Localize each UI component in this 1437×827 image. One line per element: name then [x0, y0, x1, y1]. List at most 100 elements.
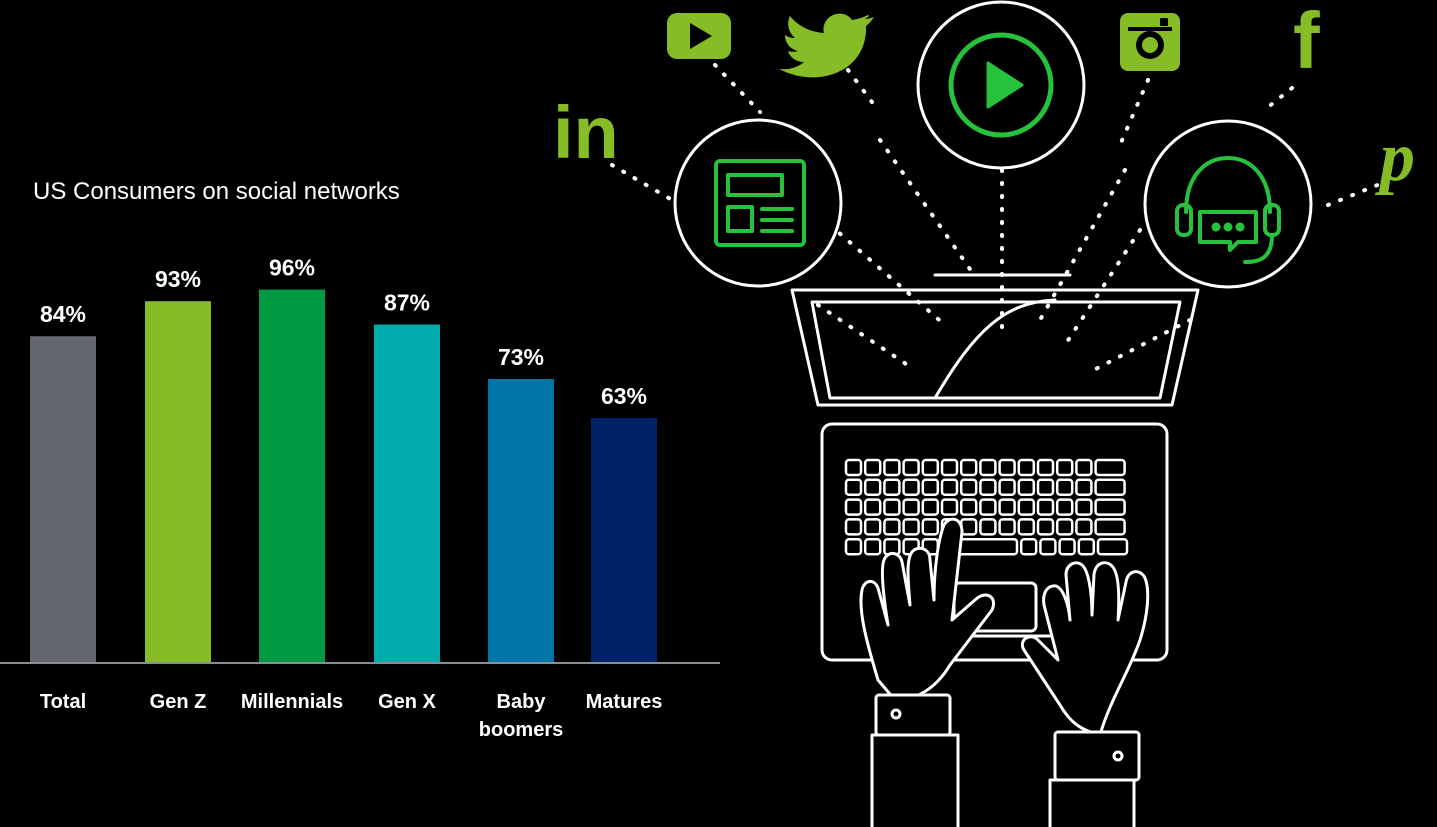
keyboard-key: [979, 478, 997, 497]
keyboard-key: [1036, 458, 1055, 477]
value-label: 63%: [601, 383, 647, 409]
keyboard-key: [1077, 537, 1096, 556]
keyboard-key: [844, 537, 863, 556]
keyboard-key: [1017, 498, 1036, 516]
pinterest-icon: p: [1375, 119, 1415, 196]
laptop-illustration: [610, 0, 1387, 827]
news-circle: [673, 118, 843, 288]
laptop-screen: [790, 273, 1200, 407]
bar-baby-boomers: [488, 379, 554, 663]
value-label: 87%: [384, 290, 430, 316]
keyboard-key: [921, 518, 940, 536]
value-label: 93%: [155, 266, 201, 292]
bar-total: [30, 336, 96, 663]
bar-gen-z: [145, 301, 211, 663]
youtube-icon: [667, 13, 731, 59]
keyboard-key: [1058, 537, 1076, 556]
keyboard-key: [1055, 518, 1074, 536]
keyboard-key: [1055, 498, 1074, 516]
play-circle: [916, 0, 1086, 170]
facebook-icon: f: [1293, 0, 1320, 85]
keyboard-key: [883, 458, 901, 477]
keyboard-key: [902, 458, 920, 477]
keyboard-key: [883, 498, 901, 516]
keyboard-key: [921, 498, 940, 516]
keyboard-key: [844, 518, 863, 536]
keyboard-key: [863, 537, 882, 556]
keyboard-key: [979, 458, 997, 477]
keyboard-key: [1075, 518, 1093, 536]
keyboard-key: [979, 518, 997, 536]
linkedin-icon: in: [553, 91, 619, 174]
bar-millennials: [259, 289, 325, 663]
keyboard-key: [1036, 518, 1055, 536]
keyboard-key: [921, 478, 940, 497]
keyboard-key: [883, 478, 901, 497]
keyboard-key: [1075, 498, 1093, 516]
keyboard-key: [998, 498, 1016, 516]
keyboard-key: [902, 518, 920, 536]
keyboard-key: [1094, 478, 1126, 497]
category-label: Gen X: [378, 691, 436, 713]
left-hand: [859, 517, 995, 827]
keyboard-key: [844, 478, 863, 497]
keyboard-key: [1019, 537, 1038, 556]
keyboard-key: [1075, 478, 1093, 497]
keyboard-key: [863, 498, 882, 516]
keyboard-key: [863, 458, 882, 477]
keyboard-key: [921, 458, 940, 477]
dotted-connectors: [610, 63, 1387, 374]
keyboard-key: [1094, 458, 1126, 477]
value-label: 73%: [498, 344, 544, 370]
keyboard-key: [940, 478, 959, 497]
category-label: Matures: [586, 691, 663, 713]
keyboard-key: [998, 518, 1016, 536]
keyboard-key: [844, 458, 863, 477]
keyboard-key: [1055, 458, 1074, 477]
keyboard-key: [863, 478, 882, 497]
keyboard-key: [1017, 478, 1036, 497]
keyboard-key: [902, 498, 920, 516]
keyboard-key: [1094, 498, 1126, 516]
instagram-icon: [1120, 13, 1180, 71]
keyboard-key: [959, 498, 978, 516]
headset-icon: [1175, 156, 1281, 264]
keyboard-key: [1036, 478, 1055, 497]
keyboard-key: [998, 458, 1016, 477]
keyboard-key: [979, 498, 997, 516]
keyboard-key: [883, 518, 901, 536]
bar-gen-x: [374, 324, 440, 663]
keyboard-key: [844, 498, 863, 516]
keyboard-key: [1039, 537, 1057, 556]
news-icon: [714, 159, 806, 247]
category-label: Gen Z: [150, 691, 207, 713]
category-label: boomers: [479, 719, 563, 741]
category-label: Millennials: [241, 691, 343, 713]
chart-title: US Consumers on social networks: [33, 178, 400, 205]
keyboard-key: [902, 478, 920, 497]
keyboard-key: [940, 458, 959, 477]
keyboard-key: [1017, 518, 1036, 536]
category-label: Baby: [497, 691, 547, 713]
keyboard-key: [1036, 498, 1055, 516]
bar-matures: [591, 417, 657, 663]
category-label: Total: [40, 691, 86, 713]
value-label: 84%: [40, 301, 86, 327]
bar-chart: 84% Total 93% Gen Z 96% Millennials 87% Gen X 73…: [30, 255, 662, 741]
keyboard-key: [1017, 458, 1036, 477]
keyboard-key: [959, 458, 978, 477]
keyboard-key: [1075, 458, 1093, 477]
value-label: 96%: [269, 255, 315, 281]
twitter-icon: [779, 13, 874, 78]
keyboard-key: [998, 478, 1016, 497]
keyboard-key: [940, 498, 959, 516]
headset-circle: [1143, 119, 1313, 289]
keyboard-key: [1055, 478, 1074, 497]
keyboard-key: [1096, 537, 1129, 556]
keyboard-key: [959, 478, 978, 497]
play-icon: [948, 32, 1054, 138]
right-hand: [1021, 561, 1150, 827]
keyboard-key: [1094, 518, 1126, 536]
keyboard: [844, 458, 1129, 556]
